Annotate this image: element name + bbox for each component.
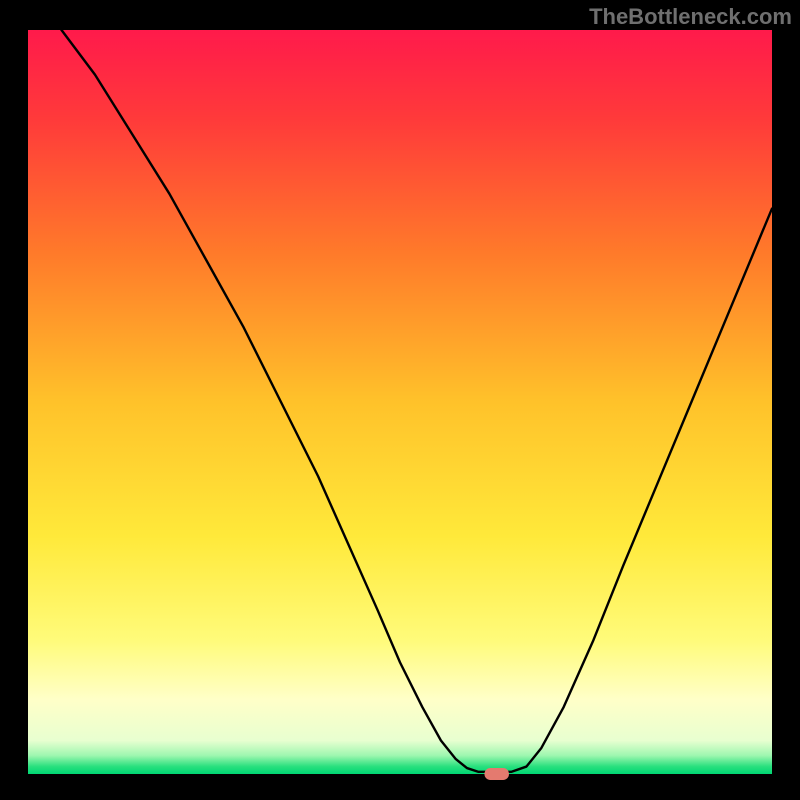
watermark-text: TheBottleneck.com bbox=[589, 4, 792, 30]
chart-svg bbox=[0, 0, 800, 800]
optimal-marker bbox=[484, 768, 509, 780]
bottleneck-chart: TheBottleneck.com bbox=[0, 0, 800, 800]
